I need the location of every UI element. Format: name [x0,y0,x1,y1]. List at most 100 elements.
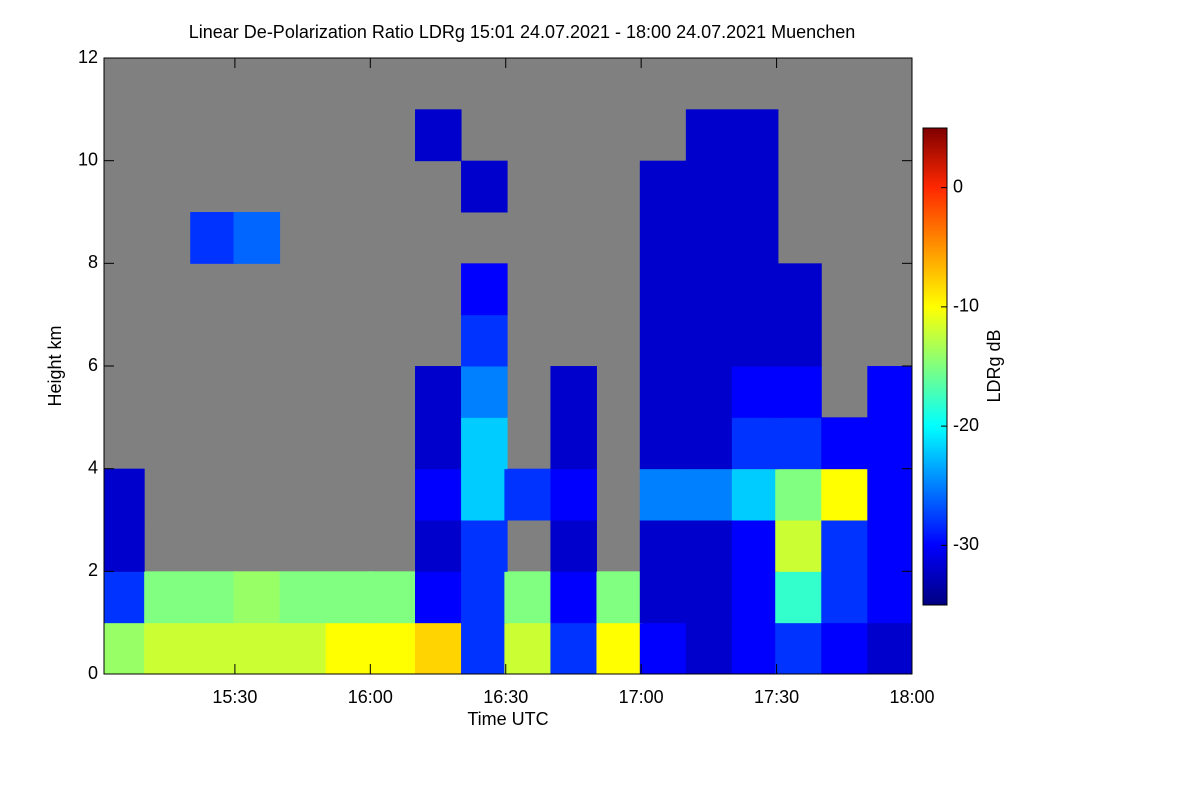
heatmap-cell [279,571,327,624]
heatmap-cell [368,571,416,624]
heatmap-cell [639,417,687,470]
heatmap-cell [685,160,733,213]
heatmap-cell [279,622,327,674]
colorbar [922,127,948,606]
heatmap-cell [685,109,733,162]
x-tick-label: 17:00 [619,687,664,707]
y-tick-label: 8 [88,252,98,272]
y-tick-label: 2 [88,560,98,580]
heatmap-cell [775,468,822,521]
heatmap-cell [639,160,687,213]
heatmap-cell [190,622,237,674]
heatmap-cell [731,109,779,162]
heatmap-cell [821,520,868,572]
heatmap-cell [639,520,687,572]
heatmap-cell [368,622,416,674]
heatmap-cell [104,468,145,521]
heatmap-cell [104,622,145,674]
heatmap-cell [461,520,508,572]
heatmap-cell [190,571,237,624]
colorbar-tick-label: -10 [953,296,979,316]
x-tick-label: 16:00 [348,687,393,707]
heatmap-cell [504,571,551,624]
heatmap-cell [685,417,733,470]
heatmap-cell [461,571,508,624]
y-axis-label: Height km [45,325,65,406]
heatmap-cell [415,520,462,572]
heatmap-cell [504,468,551,521]
colorbar-tick-label: 0 [953,176,963,196]
heatmap-cell [775,571,822,624]
heatmap-cell [504,622,551,674]
heatmap-cell [415,417,462,470]
y-tick-label: 0 [88,663,98,683]
heatmap [104,109,912,674]
heatmap-cell [775,366,822,418]
heatmap-cell [685,212,733,264]
heatmap-cell [685,571,733,624]
heatmap-cell [731,212,779,264]
heatmap-cell [821,468,868,521]
heatmap-cell [461,366,508,418]
heatmap-cell [775,263,822,316]
heatmap-cell [415,622,462,674]
colorbar-tick-label: -30 [953,534,979,554]
heatmap-cell [415,468,462,521]
heatmap-cell [233,212,281,264]
heatmap-cell [144,622,191,674]
heatmap-cell [233,571,281,624]
heatmap-cell [775,520,822,572]
heatmap-cell [639,314,687,367]
x-tick-label: 15:30 [212,687,257,707]
heatmap-cell [325,571,373,624]
heatmap-cell [461,622,508,674]
x-tick-label: 17:30 [754,687,799,707]
heatmap-cell [461,417,508,470]
heatmap-cell [731,314,779,367]
y-tick-label: 4 [88,457,98,477]
y-tick-label: 6 [88,355,98,375]
heatmap-cell [867,622,912,674]
heatmap-cell [775,622,822,674]
heatmap-cell [639,571,687,624]
heatmap-cell [821,571,868,624]
heatmap-cell [639,366,687,418]
heatmap-cell [550,571,597,624]
heatmap-cell [233,622,281,674]
heatmap-cell [415,366,462,418]
x-axis-label: Time UTC [467,709,548,729]
heatmap-cell [104,571,145,624]
heatmap-cell [104,520,145,572]
heatmap-cell [821,622,868,674]
heatmap-cell [685,263,733,316]
heatmap-cell [639,622,687,674]
heatmap-cell [550,622,597,674]
heatmap-cell [639,468,687,521]
heatmap-cell [867,417,912,470]
chart-title: Linear De-Polarization Ratio LDRg 15:01 … [189,22,855,42]
heatmap-cell [685,622,733,674]
heatmap-cell [639,212,687,264]
heatmap-cell [731,366,779,418]
heatmap-cell [550,520,597,572]
heatmap-cell [775,417,822,470]
heatmap-cell [325,622,373,674]
heatmap-cell [596,622,644,674]
heatmap-cell [867,571,912,624]
y-tick-label: 12 [78,47,98,67]
heatmap-cell [821,417,868,470]
heatmap-cell [685,366,733,418]
heatmap-cell [461,263,508,316]
x-tick-label: 16:30 [483,687,528,707]
heatmap-cell [685,468,733,521]
heatmap-cell [685,314,733,367]
heatmap-cell [550,366,597,418]
heatmap-cell [415,109,462,162]
heatmap-cell [731,263,779,316]
heatmap-cell [639,263,687,316]
y-tick-label: 10 [78,149,98,169]
heatmap-cell [596,571,644,624]
heatmap-cell [775,314,822,367]
heatmap-cell [685,520,733,572]
